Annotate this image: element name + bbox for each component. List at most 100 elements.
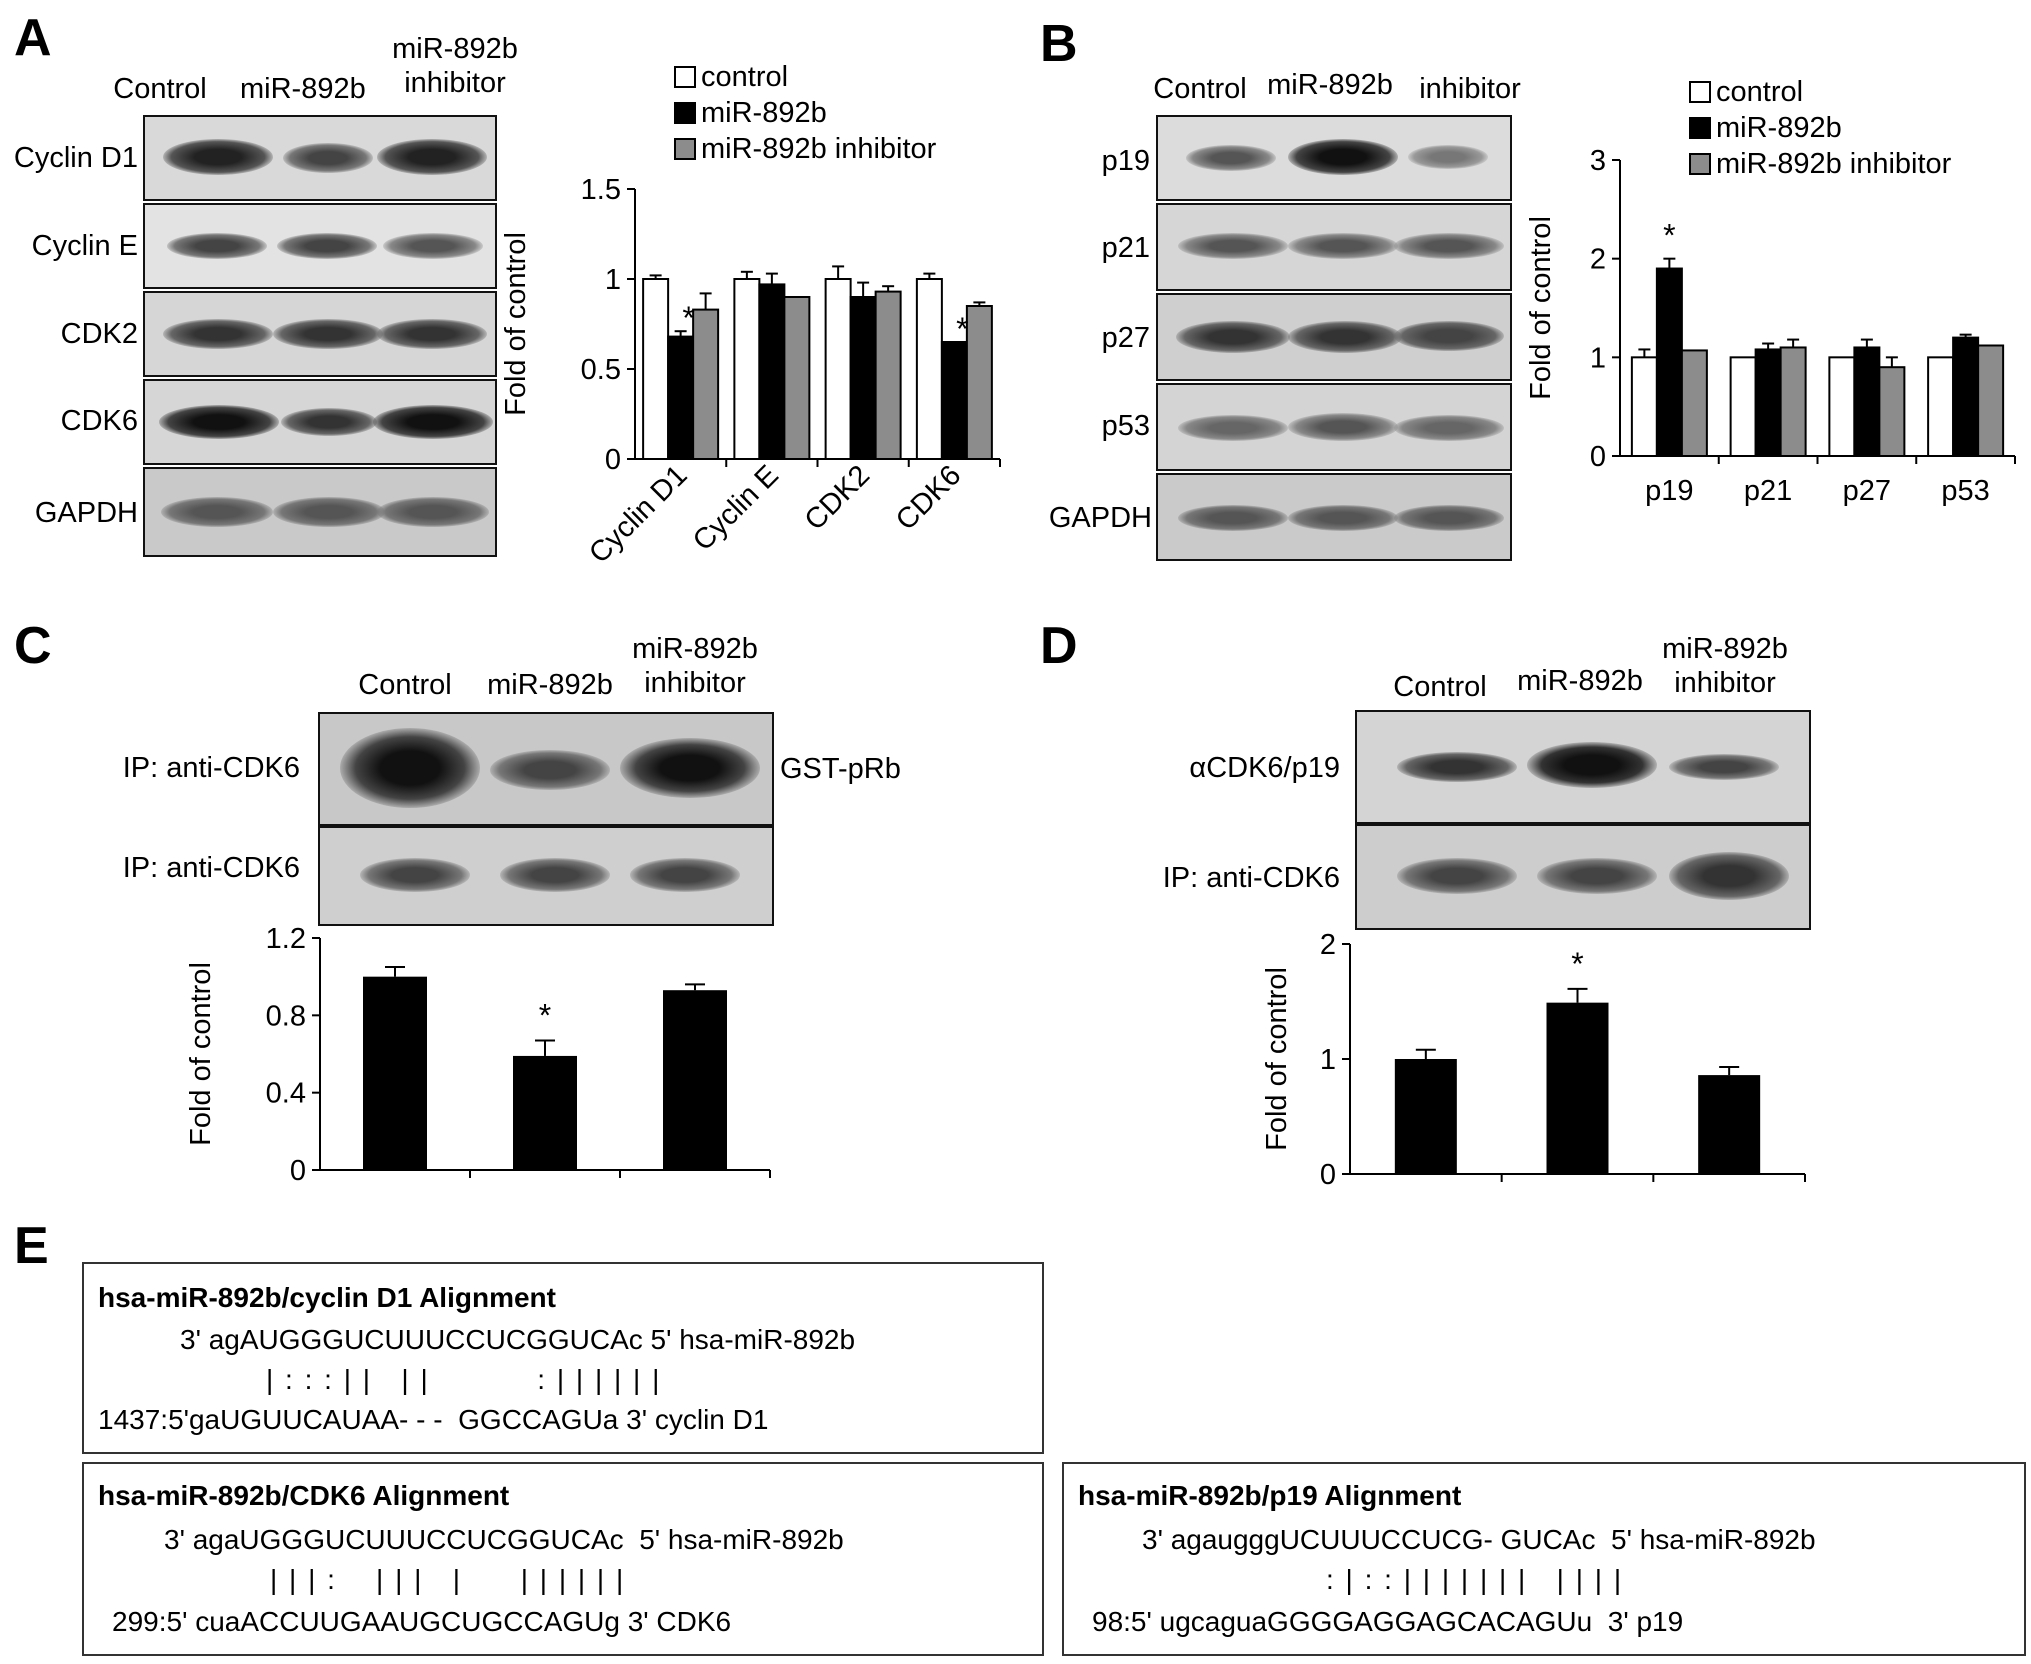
y-tick-label: 1: [1590, 342, 1606, 374]
panel-c-lane-mir892b: miR-892b: [487, 669, 613, 701]
panel-d-lane-mir892b: miR-892b: [1517, 665, 1643, 697]
x-tick-label-cdk2: CDK2: [799, 459, 876, 536]
legend-swatch-control: [674, 66, 696, 88]
chart-c: 0 0.4 0.8 1.2 Fold of control *: [185, 923, 771, 1185]
legend-swatch-mir-892b-inhibitor: [674, 138, 696, 160]
alignment-target-seq-p19: 98:5' ugcaguaGGGGAGGAGCACAGUu 3' p19: [1092, 1606, 1684, 1637]
panel-b-lane-control: Control: [1153, 73, 1247, 105]
panel-b-row-p21: p21: [1101, 232, 1150, 264]
alignment-mirna-seq-p19: 3' agaugggUCUUUCCUCG- GUCAc 5' hsa-miR-8…: [1142, 1524, 1816, 1555]
panel-b-lane-inhibitor: inhibitor: [1419, 73, 1521, 105]
bar-cdk6-mir-892b: [940, 341, 968, 460]
x-tick-label-p27: p27: [1843, 475, 1891, 507]
y-tick-label: 1: [605, 264, 621, 296]
blot-b-p21: [1156, 203, 1512, 291]
panel-b-row-gapdh: GAPDH: [1048, 502, 1152, 534]
bar-p27-mir-892b: [1853, 346, 1881, 458]
y-tick-label: 1.2: [266, 923, 306, 955]
alignment-target-seq-cdk6: 299:5' cuaACCUUGAAUGCUGCCAGUg 3' CDK6: [112, 1606, 732, 1637]
y-tick-label: 1.5: [581, 174, 621, 206]
bar-cyclin-d1-control: [642, 278, 670, 460]
blot-b-p27: [1156, 293, 1512, 381]
x-tick-label-cdk6: CDK6: [890, 459, 967, 536]
panel-e-label: E: [14, 1217, 49, 1275]
panel-c-lane-control: Control: [358, 669, 452, 701]
blot-c-cdk6: [318, 826, 774, 926]
y-tick-label: 0: [605, 444, 621, 476]
bar-p27-mir-892b-inhibitor: [1878, 366, 1906, 458]
panel-a-lane-inhibitor: miR-892b inhibitor: [392, 33, 518, 99]
bar-mir-892b-inhibitor: [663, 990, 727, 1170]
y-tick-label: 3: [1590, 145, 1606, 177]
bar-cdk2-control: [824, 278, 852, 460]
blot-a-cyclin-e: [143, 203, 497, 289]
legend-swatch-mir-892b: [1689, 117, 1711, 139]
significance-mark: *: [682, 300, 694, 336]
x-tick-label-p19: p19: [1645, 475, 1693, 507]
bar-cdk2-mir-892b-inhibitor: [874, 290, 902, 460]
panel-d-lane-inhibitor: miR-892b inhibitor: [1662, 633, 1788, 699]
bar-p53-mir-892b: [1952, 336, 1980, 458]
blot-b-p19: [1156, 115, 1512, 201]
bar-control: [363, 976, 427, 1170]
bar-cyclin-d1-mir-892b-inhibitor: [692, 308, 720, 460]
panel-a-lane-control: Control: [113, 73, 207, 105]
panel-a-row-gapdh: GAPDH: [34, 497, 138, 529]
legend-label-mir-892b: miR-892b: [701, 97, 827, 129]
alignment-target-seq-cyclin-d1: 1437:5'gaUGUUCAUAA- - - GGCCAGUa 3' cycl…: [98, 1404, 769, 1435]
legend-label-mir-892b-inhibitor: miR-892b inhibitor: [1716, 148, 1952, 180]
legend-label-mir-892b-inhibitor: miR-892b inhibitor: [701, 133, 937, 165]
blot-a-cdk2: [143, 291, 497, 377]
alignment-box-cdk6: hsa-miR-892b/CDK6 Alignment 3' agaUGGGUC…: [82, 1462, 1044, 1656]
panel-c-row-ip-2: IP: anti-CDK6: [122, 852, 300, 884]
blot-a-gapdh: [143, 467, 497, 557]
bar-p27-control: [1828, 356, 1856, 458]
alignment-pairs-cyclin-d1: | : : : | | | | : | | | | | |: [266, 1364, 662, 1395]
legend-label-control: control: [701, 61, 788, 93]
bar-mir-892b-inhibitor: [1698, 1075, 1761, 1174]
x-tick-label-cyclin-d1: Cyclin D1: [583, 459, 693, 569]
significance-mark: *: [956, 311, 968, 347]
bar-cyclin-e-mir-892b-inhibitor: [783, 296, 811, 460]
legend-swatch-mir-892b-inhibitor: [1689, 153, 1711, 175]
y-tick-label: 1: [1320, 1044, 1336, 1076]
y-axis-title: Fold of control: [185, 962, 217, 1146]
bar-p21-mir-892b-inhibitor: [1779, 346, 1807, 458]
legend-label-mir-892b: miR-892b: [1716, 112, 1842, 144]
bar-p53-control: [1927, 356, 1955, 458]
bar-cdk2-mir-892b: [849, 296, 877, 460]
panel-b-row-p53: p53: [1101, 410, 1150, 442]
bar-cyclin-e-control: [733, 278, 761, 460]
bar-cdk6-mir-892b-inhibitor: [965, 305, 993, 460]
panel-c-side-label: GST-pRb: [780, 753, 901, 785]
blot-a-cdk6: [143, 379, 497, 465]
alignment-box-p19: hsa-miR-892b/p19 Alignment 3' agaugggUCU…: [1062, 1462, 2026, 1656]
panel-b-row-p27: p27: [1101, 322, 1150, 354]
legend-swatch-mir-892b: [674, 102, 696, 124]
alignment-mirna-seq-cdk6: 3' agaUGGGUCUUUCCUCGGUCAc 5' hsa-miR-892…: [164, 1524, 844, 1555]
panel-d-row-cdk6-p19: αCDK6/p19: [1189, 752, 1340, 784]
panel-b-label: B: [1040, 15, 1078, 73]
y-tick-label: 0: [1590, 441, 1606, 473]
bar-p53-mir-892b-inhibitor: [1977, 344, 2005, 458]
bar-p21-control: [1729, 356, 1757, 458]
y-axis-title: Fold of control: [1525, 216, 1557, 400]
significance-mark: *: [1571, 946, 1583, 982]
y-tick-label: 2: [1320, 929, 1336, 961]
chart-b: 0 1 2 3 Fold of control p19 p21 p27 p53 * control m…: [1525, 76, 2016, 507]
y-tick-label: 2: [1590, 244, 1606, 276]
panel-a-label: A: [14, 9, 52, 67]
alignment-title-cyclin-d1: hsa-miR-892b/cyclin D1 Alignment: [98, 1282, 556, 1313]
bar-p21-mir-892b: [1754, 348, 1782, 457]
panel-c-label: C: [14, 617, 52, 675]
bar-p19-mir-892b: [1655, 267, 1683, 457]
panel-c-lane-inhibitor: miR-892b inhibitor: [632, 633, 758, 699]
alignment-title-p19: hsa-miR-892b/p19 Alignment: [1078, 1480, 1462, 1511]
panel-d-lane-control: Control: [1393, 671, 1487, 703]
blot-d-ip-cdk6: [1355, 824, 1811, 930]
bar-p19-mir-892b-inhibitor: [1680, 349, 1708, 457]
bar-mir-892b: [1546, 1002, 1609, 1174]
blot-b-gapdh: [1156, 473, 1512, 561]
bar-control: [1394, 1059, 1457, 1174]
